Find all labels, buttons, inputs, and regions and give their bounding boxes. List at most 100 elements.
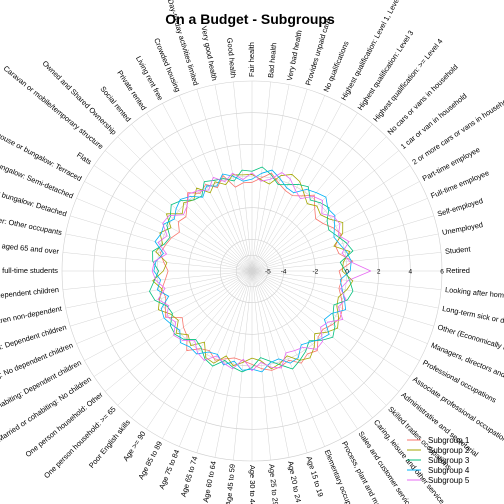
category-label: Age 60 to 64 bbox=[201, 460, 218, 503]
grid-spoke bbox=[251, 215, 434, 272]
legend-label-4: Subgroup 4 bbox=[428, 466, 470, 475]
grid-spoke bbox=[251, 270, 439, 309]
series-line-5 bbox=[151, 172, 372, 372]
grid-spoke bbox=[251, 123, 373, 272]
grid-spoke bbox=[251, 136, 387, 272]
tick-layer: -5 -4 -2 0 2 4 6 bbox=[265, 269, 444, 276]
grid-spoke bbox=[251, 198, 428, 272]
grid-spoke bbox=[131, 123, 253, 272]
grid-spoke bbox=[179, 270, 253, 447]
legend-label-5: Subgroup 5 bbox=[428, 476, 470, 485]
grid-spoke bbox=[251, 270, 358, 430]
tick-label: 6 bbox=[440, 269, 444, 276]
grid-spoke bbox=[251, 270, 342, 439]
grid-spoke bbox=[251, 103, 342, 272]
category-label: Sales and customer service bbox=[356, 430, 414, 504]
grid-spoke bbox=[131, 270, 253, 419]
category-label: Age 45 to 59 bbox=[224, 464, 237, 504]
grid-spoke bbox=[251, 150, 400, 272]
grid-spoke bbox=[62, 252, 253, 272]
grid-spoke bbox=[104, 270, 253, 392]
category-label: Age 25 to 29 bbox=[267, 464, 280, 504]
legend-label-2: Subgroup 2 bbox=[428, 446, 470, 455]
category-label: Bad health bbox=[266, 42, 278, 78]
tick-label: -5 bbox=[265, 269, 271, 276]
grid-spoke bbox=[251, 270, 290, 458]
grid-spoke bbox=[251, 89, 308, 272]
category-label: Highest qualification: Level 1, Level 2 … bbox=[339, 0, 432, 102]
category-label: Other: All aged 65 and over bbox=[0, 238, 60, 256]
category-label: Other: All full-time students bbox=[0, 266, 58, 275]
grid-spoke bbox=[251, 81, 271, 272]
grid-spoke bbox=[251, 252, 442, 272]
category-label: Very good health bbox=[199, 25, 219, 81]
grid-spoke bbox=[162, 270, 253, 439]
series-layer bbox=[149, 166, 372, 373]
grid-spoke bbox=[251, 233, 439, 272]
category-label: Other: With dependent children bbox=[0, 285, 59, 304]
category-label: 1 car or van in household bbox=[399, 91, 469, 151]
category-label: Age 75 to 84 bbox=[157, 448, 181, 490]
grid-spoke bbox=[146, 270, 253, 430]
tick-label: -4 bbox=[281, 269, 287, 276]
series-line-4 bbox=[153, 169, 352, 373]
grid-spoke bbox=[62, 270, 253, 290]
grid-spoke bbox=[179, 95, 253, 272]
grid-spoke bbox=[251, 270, 400, 392]
grid-spoke bbox=[251, 95, 325, 272]
grid-spoke bbox=[251, 270, 308, 453]
grid-spoke bbox=[104, 150, 253, 272]
chart-title: On a Budget - Subgroups bbox=[165, 11, 335, 27]
grid-spoke bbox=[214, 270, 253, 458]
grid-spoke bbox=[70, 215, 253, 272]
grid-spoke bbox=[214, 84, 253, 272]
category-label: Very bad health bbox=[285, 29, 304, 81]
tick-label: -2 bbox=[312, 269, 318, 276]
category-label: Other: Other occupants bbox=[0, 213, 63, 237]
grid-spoke bbox=[251, 270, 434, 327]
category-label: Age >= 90 bbox=[121, 430, 147, 463]
series-line-2 bbox=[152, 174, 354, 370]
grid-spoke bbox=[251, 270, 411, 377]
grid-spoke bbox=[233, 81, 253, 272]
grid-spoke bbox=[251, 270, 271, 461]
tick-label: 0 bbox=[345, 269, 349, 276]
category-label: Student bbox=[445, 244, 471, 255]
tick-label: 2 bbox=[377, 269, 381, 276]
category-label: Age 30 to 44 bbox=[248, 465, 257, 504]
category-label: Self-employed bbox=[436, 196, 484, 218]
category-label: Fair health bbox=[247, 42, 256, 77]
grid-spoke bbox=[251, 270, 387, 406]
category-label: Age 20 to 24 bbox=[286, 460, 303, 503]
grid-spoke bbox=[117, 136, 253, 272]
grid-spoke bbox=[251, 270, 325, 447]
grid-spoke bbox=[65, 270, 253, 309]
grid-spoke bbox=[251, 270, 420, 361]
grid-spoke bbox=[251, 84, 290, 272]
grid-spoke bbox=[76, 270, 253, 344]
category-label: Retired bbox=[446, 266, 470, 275]
category-label: Age 65 to 74 bbox=[179, 455, 200, 498]
grid-spoke bbox=[146, 112, 253, 272]
series-line-1 bbox=[159, 172, 354, 371]
grid-spoke bbox=[251, 165, 411, 272]
grid-spoke bbox=[117, 270, 253, 406]
grid-spoke bbox=[93, 270, 253, 377]
grid-spoke bbox=[93, 165, 253, 272]
legend-label-3: Subgroup 3 bbox=[428, 456, 470, 465]
grid-spoke bbox=[84, 270, 253, 361]
grid-spoke bbox=[162, 103, 253, 272]
category-label: Age 15 to 19 bbox=[305, 455, 326, 498]
grid-spoke bbox=[65, 233, 253, 272]
grid-layer bbox=[61, 80, 443, 462]
grid-spoke bbox=[196, 270, 253, 453]
legend-label-1: Subgroup 1 bbox=[428, 436, 470, 445]
category-label: Unemployed bbox=[441, 220, 483, 237]
grid-spoke bbox=[251, 270, 428, 344]
grid-spoke bbox=[70, 270, 253, 327]
category-label: Flats bbox=[75, 150, 94, 167]
grid-spoke bbox=[196, 89, 253, 272]
tick-label: 4 bbox=[409, 269, 413, 276]
